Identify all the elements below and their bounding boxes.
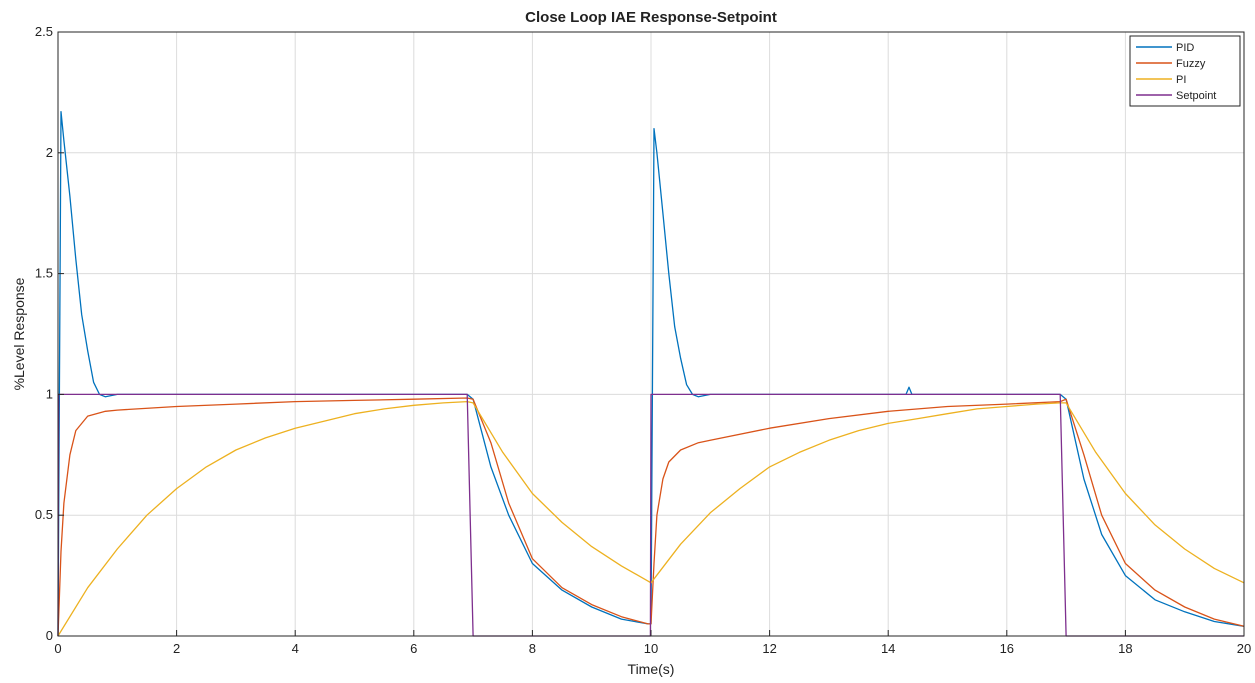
legend-label-pi: PI bbox=[1176, 74, 1186, 86]
y-tick-label: 1 bbox=[46, 386, 53, 401]
x-tick-label: 6 bbox=[410, 641, 417, 656]
x-tick-label: 4 bbox=[292, 641, 299, 656]
x-tick-label: 18 bbox=[1118, 641, 1132, 656]
y-tick-label: 2.5 bbox=[35, 24, 53, 39]
y-tick-label: 2 bbox=[46, 145, 53, 160]
ticks: 0 2 4 6 8 10 12 14 16 18 20 0 0.5 1 1.5 2 2.5 bbox=[35, 24, 1251, 656]
y-axis-label: %Level Response bbox=[11, 277, 27, 390]
x-tick-label: 8 bbox=[529, 641, 536, 656]
x-tick-label: 12 bbox=[762, 641, 776, 656]
x-tick-label: 20 bbox=[1237, 641, 1251, 656]
x-tick-label: 0 bbox=[54, 641, 61, 656]
y-tick-label: 1.5 bbox=[35, 266, 53, 281]
legend-label-setpoint: Setpoint bbox=[1176, 90, 1216, 102]
x-tick-label: 10 bbox=[644, 641, 658, 656]
x-tick-label: 2 bbox=[173, 641, 180, 656]
legend-label-fuzzy: Fuzzy bbox=[1176, 58, 1206, 70]
series-line-fuzzy bbox=[57, 397, 1245, 637]
y-tick-label: 0.5 bbox=[35, 507, 53, 522]
x-tick-label: 16 bbox=[1000, 641, 1014, 656]
x-axis-label: Time(s) bbox=[628, 661, 675, 677]
chart-title: Close Loop IAE Response-Setpoint bbox=[525, 9, 777, 26]
x-tick-label: 14 bbox=[881, 641, 895, 656]
legend-label-pid: PID bbox=[1176, 42, 1194, 54]
y-tick-label: 0 bbox=[46, 628, 53, 643]
legend: PID Fuzzy PI Setpoint bbox=[1129, 35, 1241, 107]
